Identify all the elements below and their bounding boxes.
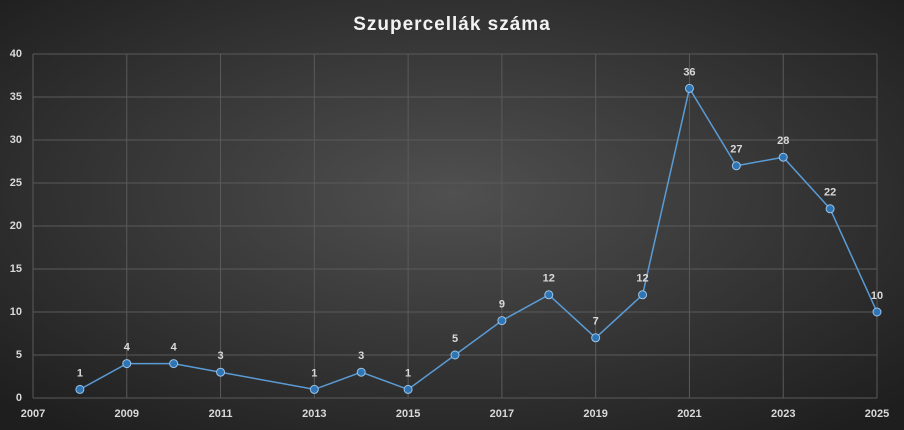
marker bbox=[497, 316, 507, 326]
y-tick-label: 35 bbox=[10, 91, 22, 103]
data-label: 1 bbox=[77, 367, 83, 379]
data-label: 9 bbox=[499, 299, 505, 311]
x-tick-label: 2011 bbox=[209, 408, 233, 420]
x-tick-label: 2021 bbox=[677, 408, 701, 420]
data-label: 3 bbox=[217, 350, 223, 362]
marker bbox=[778, 152, 788, 162]
marker bbox=[731, 161, 741, 171]
data-label: 5 bbox=[452, 333, 458, 345]
marker bbox=[309, 384, 319, 394]
marker bbox=[544, 290, 554, 300]
marker bbox=[450, 350, 460, 360]
x-tick-label: 2025 bbox=[865, 408, 889, 420]
y-tick-label: 10 bbox=[10, 306, 22, 318]
data-label: 1 bbox=[405, 367, 411, 379]
data-label: 1 bbox=[311, 367, 317, 379]
data-label: 12 bbox=[543, 273, 555, 285]
x-tick-label: 2009 bbox=[115, 408, 139, 420]
marker bbox=[216, 367, 226, 377]
marker bbox=[403, 384, 413, 394]
chart-title: Szupercellák száma bbox=[353, 14, 551, 35]
y-tick-label: 25 bbox=[10, 177, 22, 189]
x-tick-label: 2007 bbox=[21, 408, 45, 420]
marker bbox=[356, 367, 366, 377]
marker bbox=[169, 359, 179, 369]
marker bbox=[872, 307, 882, 317]
data-label: 36 bbox=[683, 66, 695, 78]
y-tick-label: 20 bbox=[10, 220, 22, 232]
marker bbox=[638, 290, 648, 300]
marker bbox=[591, 333, 601, 343]
y-tick-label: 0 bbox=[16, 392, 22, 404]
data-label: 12 bbox=[636, 273, 648, 285]
y-tick-label: 30 bbox=[10, 134, 22, 146]
x-tick-label: 2019 bbox=[583, 408, 607, 420]
x-tick-label: 2017 bbox=[490, 408, 514, 420]
data-label: 22 bbox=[824, 187, 836, 199]
data-label: 4 bbox=[171, 342, 178, 354]
marker bbox=[122, 359, 132, 369]
marker bbox=[684, 83, 694, 93]
y-tick-label: 5 bbox=[16, 349, 22, 361]
data-label: 4 bbox=[124, 342, 131, 354]
y-tick-label: 40 bbox=[10, 48, 22, 60]
data-label: 27 bbox=[730, 144, 742, 156]
marker bbox=[75, 384, 85, 394]
y-tick-label: 15 bbox=[10, 263, 22, 275]
x-tick-label: 2015 bbox=[396, 408, 420, 420]
x-tick-label: 2013 bbox=[302, 408, 326, 420]
data-label: 7 bbox=[593, 316, 599, 328]
marker bbox=[825, 204, 835, 214]
x-tick-label: 2023 bbox=[771, 408, 795, 420]
data-label: 3 bbox=[358, 350, 364, 362]
data-label: 10 bbox=[871, 290, 883, 302]
data-label: 28 bbox=[777, 135, 789, 147]
